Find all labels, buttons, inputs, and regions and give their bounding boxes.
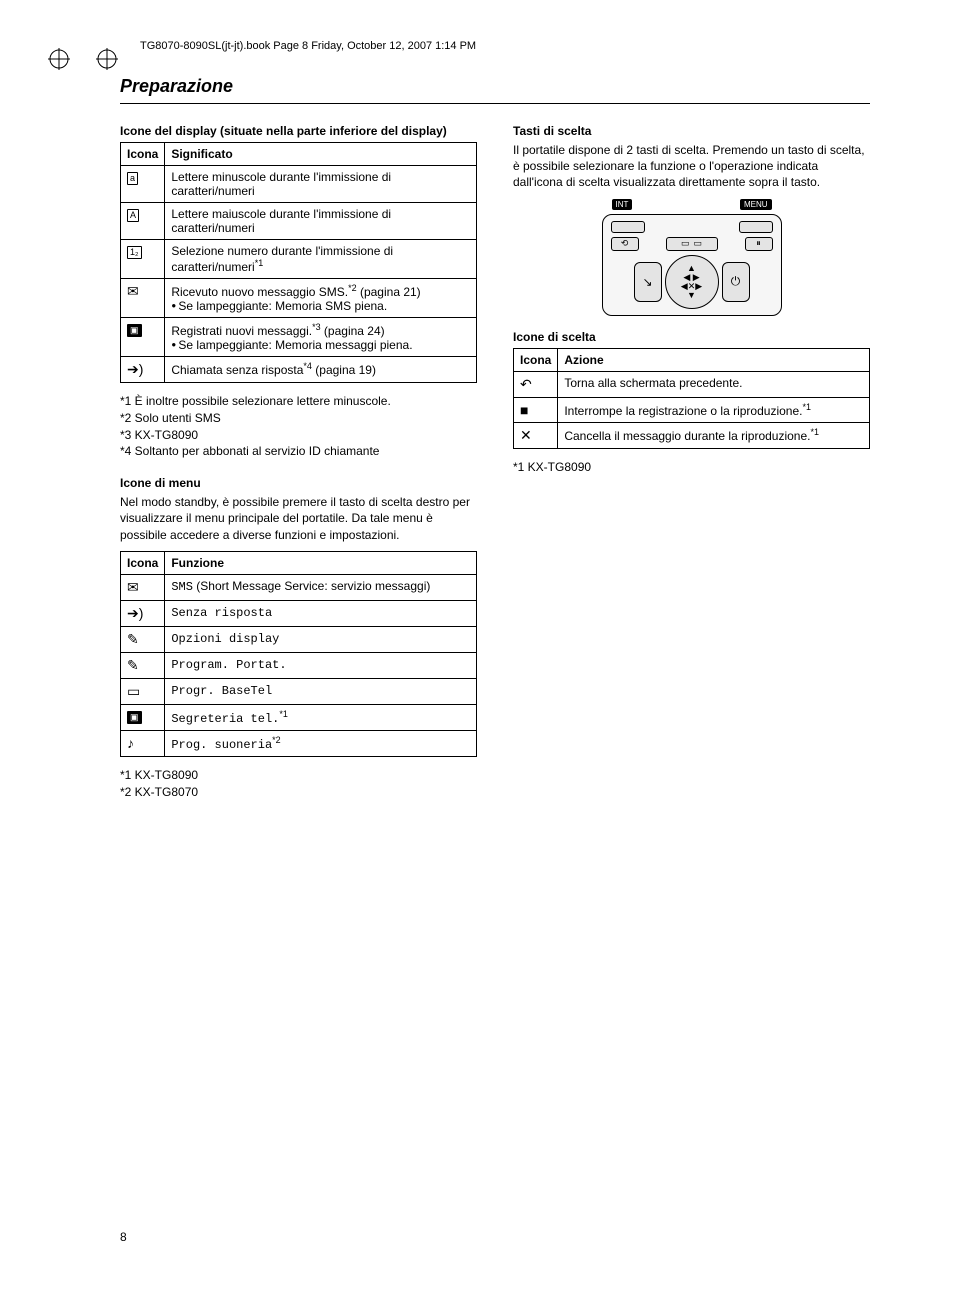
display-icons-footnotes: *1 È inoltre possibile selezionare lette… — [120, 393, 477, 460]
table-row: aLettere minuscole durante l'immissione … — [121, 166, 477, 203]
table-row: ALettere maiuscole durante l'immissione … — [121, 203, 477, 240]
meaning-cell: Lettere minuscole durante l'immissione d… — [165, 166, 477, 203]
key-right: ⏸ — [745, 237, 773, 251]
icon-cell: ✎ — [121, 626, 165, 652]
icon-cell: ↶ — [514, 371, 558, 397]
icon-cell: ✎ — [121, 652, 165, 678]
label-int: INT — [612, 199, 633, 210]
menu-icons-footnotes: *1 KX-TG8090*2 KX-TG8070 — [120, 767, 477, 801]
display-icons-table: Icona Significato aLettere minuscole dur… — [120, 142, 477, 383]
col-azione: Azione — [558, 348, 870, 371]
table-row: ✉Ricevuto nuovo messaggio SMS.*2 (pagina… — [121, 279, 477, 318]
softkey-right — [739, 221, 773, 233]
meaning-cell: Ricevuto nuovo messaggio SMS.*2 (pagina … — [165, 279, 477, 318]
section-title: Preparazione — [120, 76, 870, 104]
icon-cell: ✉ — [121, 279, 165, 318]
footnote: *2 Solo utenti SMS — [120, 410, 477, 427]
icon-cell: ♪ — [121, 730, 165, 756]
select-icons-title: Icone di scelta — [513, 330, 870, 344]
table-row: ➔)Senza risposta — [121, 600, 477, 626]
function-cell: SMS (Short Message Service: servizio mes… — [165, 574, 477, 600]
function-cell: Program. Portat. — [165, 652, 477, 678]
icon-cell: ▣ — [121, 318, 165, 357]
icon-cell: ■ — [514, 397, 558, 422]
handset-illustration: INT MENU ⟲ ▭▭ ⏸ ↘ — [602, 199, 782, 316]
select-icons-table: Icona Azione ↶Torna alla schermata prece… — [513, 348, 870, 449]
col-icona: Icona — [121, 551, 165, 574]
action-cell: Cancella il messaggio durante la riprodu… — [558, 422, 870, 448]
function-cell: Segreteria tel.*1 — [165, 704, 477, 730]
key-talk: ↘ — [634, 262, 662, 302]
icon-cell: ✉ — [121, 574, 165, 600]
table-row: 1₂Selezione numero durante l'immissione … — [121, 240, 477, 279]
icon-cell: ➔) — [121, 357, 165, 383]
menu-icons-title: Icone di menu — [120, 476, 477, 490]
col-icona: Icona — [514, 348, 558, 371]
table-row: ▭Progr. BaseTel — [121, 678, 477, 704]
function-cell: Senza risposta — [165, 600, 477, 626]
page-number: 8 — [120, 1230, 127, 1244]
key-off: ⏻ — [722, 262, 750, 302]
icon-cell: ▣ — [121, 704, 165, 730]
table-row: ➔)Chiamata senza risposta*4 (pagina 19) — [121, 357, 477, 383]
col-funzione: Funzione — [165, 551, 477, 574]
key-center: ▭▭ — [666, 237, 718, 251]
icon-cell: A — [121, 203, 165, 240]
softkeys-para: Il portatile dispone di 2 tasti di scelt… — [513, 142, 870, 191]
footnote: *1 È inoltre possibile selezionare lette… — [120, 393, 477, 410]
function-cell: Progr. BaseTel — [165, 678, 477, 704]
table-row: ✎Opzioni display — [121, 626, 477, 652]
col-significato: Significato — [165, 143, 477, 166]
col-icona: Icona — [121, 143, 165, 166]
table-row: ✎Program. Portat. — [121, 652, 477, 678]
meaning-cell: Chiamata senza risposta*4 (pagina 19) — [165, 357, 477, 383]
label-menu: MENU — [740, 199, 772, 210]
function-cell: Opzioni display — [165, 626, 477, 652]
meaning-cell: Lettere maiuscole durante l'immissione d… — [165, 203, 477, 240]
footnote: *2 KX-TG8070 — [120, 784, 477, 801]
dpad: ▲◀ ▶◀✕▶▼ — [665, 255, 719, 309]
icon-cell: ▭ — [121, 678, 165, 704]
footnote: *3 KX-TG8090 — [120, 427, 477, 444]
footnote: *4 Soltanto per abbonati al servizio ID … — [120, 443, 477, 460]
menu-icons-intro: Nel modo standby, è possibile premere il… — [120, 494, 477, 543]
action-cell: Torna alla schermata precedente. — [558, 371, 870, 397]
table-row: ▣Registrati nuovi messaggi.*3 (pagina 24… — [121, 318, 477, 357]
table-row: ▣Segreteria tel.*1 — [121, 704, 477, 730]
meaning-cell: Registrati nuovi messaggi.*3 (pagina 24)… — [165, 318, 477, 357]
table-row: ♪Prog. suoneria*2 — [121, 730, 477, 756]
footnote: *1 KX-TG8090 — [120, 767, 477, 784]
menu-icons-table: Icona Funzione ✉SMS (Short Message Servi… — [120, 551, 477, 757]
action-cell: Interrompe la registrazione o la riprodu… — [558, 397, 870, 422]
softkey-left — [611, 221, 645, 233]
table-row: ■Interrompe la registrazione o la riprod… — [514, 397, 870, 422]
select-icons-footnote: *1 KX-TG8090 — [513, 459, 870, 476]
icon-cell: 1₂ — [121, 240, 165, 279]
key-left: ⟲ — [611, 237, 639, 251]
meaning-cell: Selezione numero durante l'immissione di… — [165, 240, 477, 279]
table-row: ✕Cancella il messaggio durante la riprod… — [514, 422, 870, 448]
function-cell: Prog. suoneria*2 — [165, 730, 477, 756]
softkeys-title: Tasti di scelta — [513, 124, 870, 138]
icon-cell: ➔) — [121, 600, 165, 626]
icon-cell: ✕ — [514, 422, 558, 448]
table-row: ✉SMS (Short Message Service: servizio me… — [121, 574, 477, 600]
display-icons-title: Icone del display (situate nella parte i… — [120, 124, 477, 138]
table-row: ↶Torna alla schermata precedente. — [514, 371, 870, 397]
icon-cell: a — [121, 166, 165, 203]
page-meta: TG8070-8090SL(jt-jt).book Page 8 Friday,… — [140, 40, 870, 52]
